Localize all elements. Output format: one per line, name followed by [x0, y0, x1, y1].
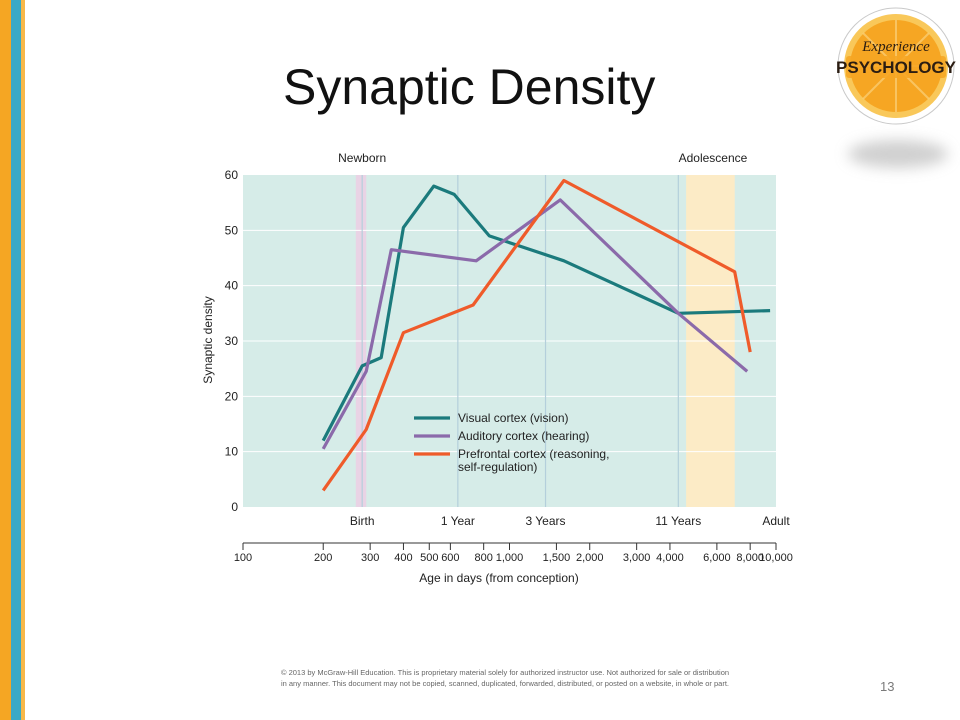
- legend-label-prefrontal-cortex-reasoning-self-regulation: Prefrontal cortex (reasoning,: [458, 447, 609, 461]
- experience-psychology-logo: Experience PSYCHOLOGY: [836, 7, 956, 125]
- milestone-label-birth: Birth: [350, 514, 375, 528]
- y-tick-label: 10: [225, 445, 239, 459]
- x-tick-label: 400: [394, 552, 412, 564]
- x-tick-label: 1,000: [496, 552, 524, 564]
- legend-label-auditory-cortex-hearing: Auditory cortex (hearing): [458, 429, 589, 443]
- y-tick-label: 40: [225, 279, 239, 293]
- x-tick-label: 2,000: [576, 552, 604, 564]
- x-tick-label: 100: [234, 552, 252, 564]
- x-tick-label: 3,000: [623, 552, 651, 564]
- y-tick-label: 60: [225, 168, 239, 182]
- x-axis-label: Age in days (from conception): [419, 571, 578, 585]
- series-line-auditory-cortex-hearing: [321, 198, 749, 450]
- x-tick-label: 600: [441, 552, 459, 564]
- logo-shadow: [848, 140, 948, 168]
- x-tick-label: 200: [314, 552, 332, 564]
- x-tick-label: 10,000: [759, 552, 793, 564]
- x-tick-label: 8,000: [736, 552, 764, 564]
- y-tick-label: 50: [225, 223, 239, 237]
- y-tick-label: 0: [231, 500, 238, 514]
- slide-title: Synaptic Density: [283, 59, 656, 115]
- y-tick-label: 30: [225, 334, 239, 348]
- x-tick-label: 4,000: [656, 552, 684, 564]
- x-tick-label: 6,000: [703, 552, 731, 564]
- logo-line1: Experience: [861, 39, 930, 55]
- y-axis-label: Synaptic density: [201, 296, 215, 383]
- logo-line2: PSYCHOLOGY: [836, 58, 956, 77]
- legend-label-visual-cortex-vision: Visual cortex (vision): [458, 411, 568, 425]
- milestone-label-11-years: 11 Years: [655, 514, 701, 528]
- annotation-newborn: Newborn: [338, 151, 386, 165]
- left-stripe-orange: [0, 0, 11, 720]
- page-number: 13: [880, 679, 895, 694]
- milestone-label-3-years: 3 Years: [525, 514, 565, 528]
- x-tick-label: 1,500: [543, 552, 571, 564]
- y-tick-label: 20: [225, 389, 239, 403]
- copyright-notice: © 2013 by McGraw-Hill Education. This is…: [280, 668, 730, 688]
- milestone-label-adult: Adult: [762, 514, 790, 528]
- left-stripe-orange-thin: [21, 0, 25, 720]
- x-tick-label: 300: [361, 552, 379, 564]
- series-line-prefrontal-cortex-reasoning-self-regulation: [321, 178, 752, 492]
- synaptic-density-chart: 0 10 20 30 40 50 60 Birth 1 Year 3 Years 11 Years…: [201, 151, 793, 585]
- legend-label-prefrontal-cortex-reasoning-self-regulation: self-regulation): [458, 460, 537, 474]
- left-stripe-teal: [11, 0, 21, 720]
- series-line-visual-cortex-vision: [321, 184, 771, 442]
- annotation-adolescence: Adolescence: [679, 151, 748, 165]
- x-tick-label: 800: [474, 552, 492, 564]
- milestone-label-1-year: 1 Year: [441, 514, 475, 528]
- x-tick-label: 500: [420, 552, 438, 564]
